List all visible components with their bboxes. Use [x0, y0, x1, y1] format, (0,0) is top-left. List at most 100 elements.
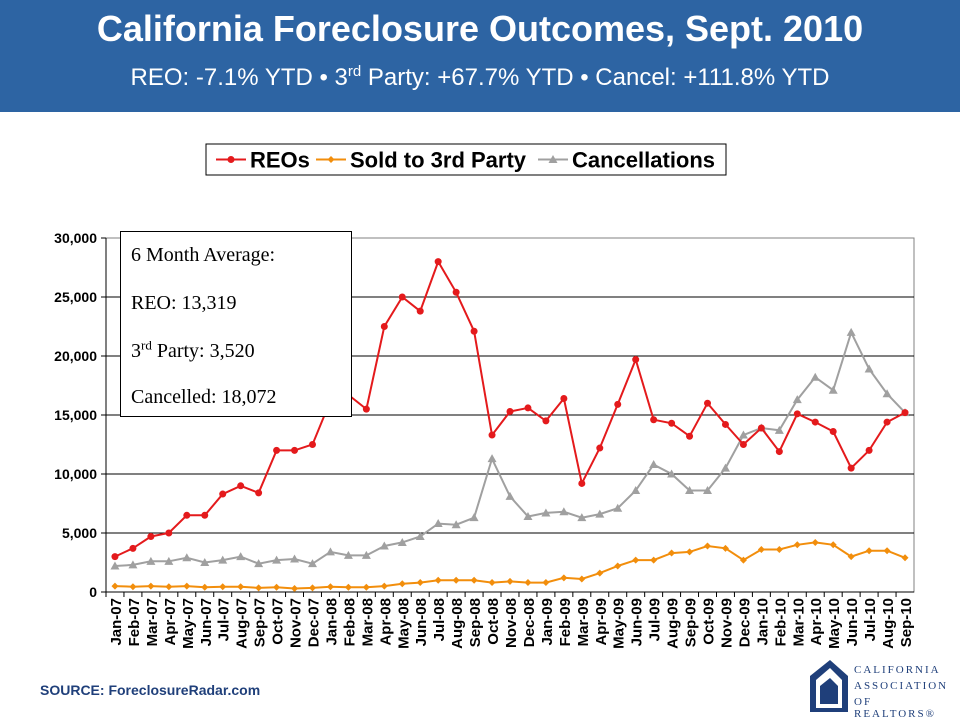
avg-third-party-a: 3	[131, 340, 141, 362]
x-tick-label: Sep-07	[252, 598, 269, 647]
data-point	[111, 582, 119, 590]
data-point	[326, 583, 334, 591]
data-point	[361, 550, 371, 559]
x-tick-label: Aug-10	[880, 598, 897, 649]
data-point	[327, 156, 335, 163]
data-point	[774, 425, 784, 434]
data-point	[398, 293, 406, 301]
data-point	[829, 428, 837, 436]
data-point	[469, 513, 479, 522]
data-point	[110, 561, 120, 570]
data-point	[146, 556, 156, 565]
data-point	[488, 579, 496, 587]
data-point	[506, 577, 514, 585]
y-tick-label: 0	[89, 584, 97, 600]
data-point	[452, 288, 460, 296]
data-point	[846, 327, 856, 336]
data-point	[847, 464, 855, 472]
data-point	[865, 446, 873, 454]
logo-emblem-icon	[810, 660, 848, 712]
x-tick-label: Dec-07	[305, 598, 322, 647]
data-point	[452, 576, 460, 584]
data-point	[488, 431, 496, 439]
avg-heading: 6 Month Average:	[131, 244, 276, 266]
data-point	[506, 407, 514, 415]
data-point	[757, 424, 765, 432]
data-point	[470, 327, 478, 335]
data-point	[165, 583, 173, 591]
data-point	[720, 463, 730, 472]
data-point	[811, 418, 819, 426]
data-point	[596, 444, 604, 452]
data-point	[686, 432, 694, 440]
x-tick-label: Jun-09	[629, 598, 646, 646]
data-point	[901, 409, 909, 417]
x-tick-label: Sep-10	[898, 598, 915, 647]
x-tick-label: Mar-07	[144, 598, 161, 646]
legend-label: Sold to 3rd Party	[350, 148, 527, 173]
x-tick-label: Mar-09	[575, 598, 592, 646]
data-point	[308, 584, 316, 592]
header-banner: California Foreclosure Outcomes, Sept. 2…	[0, 0, 960, 112]
x-tick-label: Dec-08	[521, 598, 538, 647]
data-point	[237, 482, 245, 490]
data-point	[523, 511, 533, 520]
subtitle-part-a: REO: -7.1% YTD • 3	[130, 64, 348, 91]
data-point	[129, 544, 137, 552]
data-point	[864, 364, 874, 373]
data-point	[828, 385, 838, 394]
data-point	[650, 556, 658, 564]
data-point	[362, 583, 370, 591]
data-point	[721, 420, 729, 428]
data-point	[524, 579, 532, 587]
logo-line-2: ASSOCIATION	[854, 680, 949, 692]
series-group	[110, 258, 910, 592]
x-tick-label: Aug-08	[449, 598, 466, 649]
data-point	[577, 513, 587, 522]
x-tick-label: Jul-09	[647, 598, 664, 641]
data-point	[548, 155, 558, 163]
data-point	[165, 529, 173, 537]
data-point	[667, 469, 677, 478]
data-point	[524, 404, 532, 412]
data-point	[433, 519, 443, 528]
x-tick-label: Sep-09	[683, 598, 700, 647]
data-point	[254, 559, 264, 568]
data-point	[704, 542, 712, 550]
x-tick-label: Feb-10	[772, 598, 789, 646]
avg-reo: REO: 13,319	[131, 292, 237, 314]
data-point	[290, 554, 300, 563]
x-tick-label: Sep-08	[467, 598, 484, 647]
x-tick-label: Feb-09	[557, 598, 574, 646]
data-point	[541, 508, 551, 517]
data-point	[111, 553, 119, 561]
subtitle-part-b: Party: +67.7% YTD • Cancel: +111.8% YTD	[361, 64, 830, 91]
y-axis: 0 5,000 10,000 15,000 20,000 25,000 30,000	[54, 230, 107, 600]
subtitle-superscript: rd	[347, 63, 362, 80]
data-point	[255, 584, 263, 592]
data-point	[415, 532, 425, 541]
data-point	[362, 405, 370, 413]
data-point	[147, 533, 155, 541]
x-tick-label: Oct-08	[485, 598, 502, 645]
series-sold-to-3rd-party	[111, 538, 909, 592]
six-month-average-box: 6 Month Average: REO: 13,319 3rd Party: …	[120, 231, 352, 417]
data-point	[685, 486, 695, 495]
y-tick-label: 10,000	[54, 466, 97, 482]
x-tick-label: Nov-07	[288, 598, 305, 648]
data-point	[775, 448, 783, 456]
data-point	[255, 489, 263, 497]
series-cancellations	[110, 327, 910, 570]
x-tick-label: Dec-09	[736, 598, 753, 647]
y-tick-label: 30,000	[54, 230, 97, 246]
logo-line-1: CALIFORNIA	[854, 664, 941, 676]
page-subtitle: REO: -7.1% YTD • 3rd Party: +67.7% YTD •…	[0, 64, 960, 92]
data-point	[182, 553, 192, 562]
data-point	[631, 486, 641, 495]
x-tick-label: Nov-09	[718, 598, 735, 648]
x-tick-label: Jan-10	[754, 598, 771, 646]
data-point	[542, 579, 550, 587]
data-point	[614, 400, 622, 408]
data-point	[559, 507, 569, 516]
avg-third-party-b: Party: 3,520	[151, 340, 255, 362]
